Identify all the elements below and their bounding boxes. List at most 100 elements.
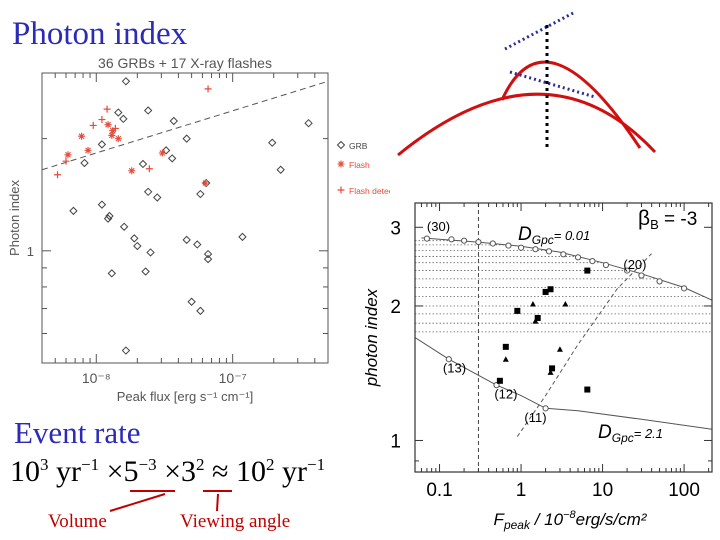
curve-point-label: (20) (623, 257, 646, 272)
legend-marker-diamond (336, 140, 346, 150)
data-point-asterisk (104, 121, 112, 129)
y-tick-label: 2 (390, 297, 401, 318)
x-axis-label: Fpeak / 10−8erg/s/cm² (494, 509, 648, 532)
upper-curve (500, 60, 642, 149)
formula-underlines (109, 490, 232, 512)
plot-frame (41, 72, 329, 364)
curve-marker (589, 258, 596, 265)
viewing-angle-label: Viewing angle (180, 511, 291, 532)
data-point-diamond (276, 165, 285, 174)
curve-marker (574, 254, 582, 261)
x-tick-label: 0.1 (426, 480, 452, 501)
curve-marker (560, 251, 567, 258)
curve-marker (460, 237, 468, 244)
data-point-diamond (103, 214, 113, 223)
data-point-diamond (121, 346, 131, 355)
curve-marker (475, 238, 482, 246)
plot-frame (414, 202, 713, 473)
data-point-square (514, 307, 521, 314)
curve-marker (505, 242, 512, 249)
curve-point-label: (11) (524, 410, 546, 425)
data-point-diamond (182, 235, 191, 245)
x-tick-label: 10⁻⁷ (219, 370, 247, 386)
photon-index-title: Photon index (12, 16, 188, 52)
curve-marker (489, 240, 496, 247)
data-point-diamond (97, 140, 107, 149)
x-tick-label: 1 (516, 480, 527, 501)
data-point-square (502, 343, 509, 350)
series-label-d-2.1: DGpc= 2.1 (598, 422, 663, 445)
data-point-square (534, 314, 541, 321)
volume-label: Volume (48, 511, 107, 532)
legend-marker-plus (337, 186, 345, 194)
data-point-diamond (238, 232, 247, 242)
data-point-diamond (146, 248, 155, 257)
data-point-diamond (107, 269, 117, 278)
y-tick-label: 3 (390, 218, 401, 239)
data-point-square (496, 377, 503, 384)
curve-marker (542, 405, 549, 412)
data-point-diamond (182, 134, 191, 143)
photon-index-model-chart: 0.1 1 10 100 1 2 3 photon index Fpeak / 10−8erg/… (362, 202, 713, 532)
data-point-triangle (562, 301, 569, 307)
lower-tangent-line (509, 70, 596, 99)
event-rate-formula: 103 yr−1 ×5−3 ×32 ≈ 102 yr−1 (10, 455, 326, 488)
data-point-square (547, 286, 554, 293)
curve-marker (445, 356, 452, 363)
legend-label: Flash detected by BATSE (349, 186, 390, 196)
y-tick-label: 1 (390, 431, 401, 452)
data-point-triangle (556, 346, 563, 352)
data-point-plus (145, 165, 153, 173)
upper-tangent-line (504, 10, 576, 51)
curve-marker (448, 236, 455, 243)
curve-marker (545, 248, 553, 255)
data-point-diamond (268, 138, 277, 147)
data-point-diamond (133, 241, 142, 251)
curve-marker (602, 261, 610, 269)
data-point-asterisk (109, 127, 117, 135)
data-point-triangle (532, 318, 539, 324)
data-point-square (549, 365, 556, 372)
data-point-diamond (153, 193, 162, 202)
x-axis-label: Peak flux [erg s⁻¹ cm⁻¹] (117, 389, 254, 404)
data-point-diamond (119, 222, 129, 231)
data-point-diamond (130, 234, 139, 243)
data-point-plus (103, 105, 111, 113)
lower-curve (397, 92, 657, 157)
curve-marker (656, 278, 663, 285)
y-tick-label: 1 (27, 244, 34, 259)
data-point-diamond (138, 159, 148, 169)
chart-title: 36 GRBs + 17 X-ray flashes (98, 55, 272, 71)
data-point-diamond (69, 206, 78, 216)
legend-label: GRB (349, 141, 368, 151)
data-point-plus (54, 171, 62, 179)
data-point-diamond (304, 118, 313, 128)
data-point-diamond (143, 187, 153, 197)
data-point-diamond (169, 116, 178, 126)
x-tick-label: 10 (592, 480, 613, 501)
beta-annotation: βB = -3 (638, 207, 697, 232)
curve-marker (493, 382, 500, 389)
data-point-diamond (196, 306, 205, 316)
data-point-plus (111, 124, 119, 132)
data-point-plus (62, 157, 70, 165)
legend-label: Flash (349, 160, 370, 170)
legend-marker-asterisk (337, 160, 345, 168)
data-point-diamond (196, 189, 205, 199)
data-point-plus (89, 121, 97, 129)
curve-marker (517, 244, 525, 251)
curve-marker (624, 267, 631, 274)
scatter-chart-grb: 36 GRBs + 17 X-ray flashes 10⁻⁸ 10⁻⁷ 1 Peak … (7, 55, 390, 404)
plot-area (415, 203, 712, 472)
data-point-asterisk (158, 149, 166, 157)
data-point-diamond (167, 154, 177, 163)
curve-marker (638, 272, 645, 279)
curve-marker (532, 246, 539, 253)
data-point-asterisk (108, 131, 116, 139)
data-point-triangle (547, 369, 554, 375)
data-point-asterisk (64, 151, 72, 159)
curve-point-label: (30) (427, 219, 450, 234)
model-curve (421, 237, 712, 301)
x-tick-label: 100 (668, 480, 700, 501)
data-point-diamond (161, 146, 171, 155)
